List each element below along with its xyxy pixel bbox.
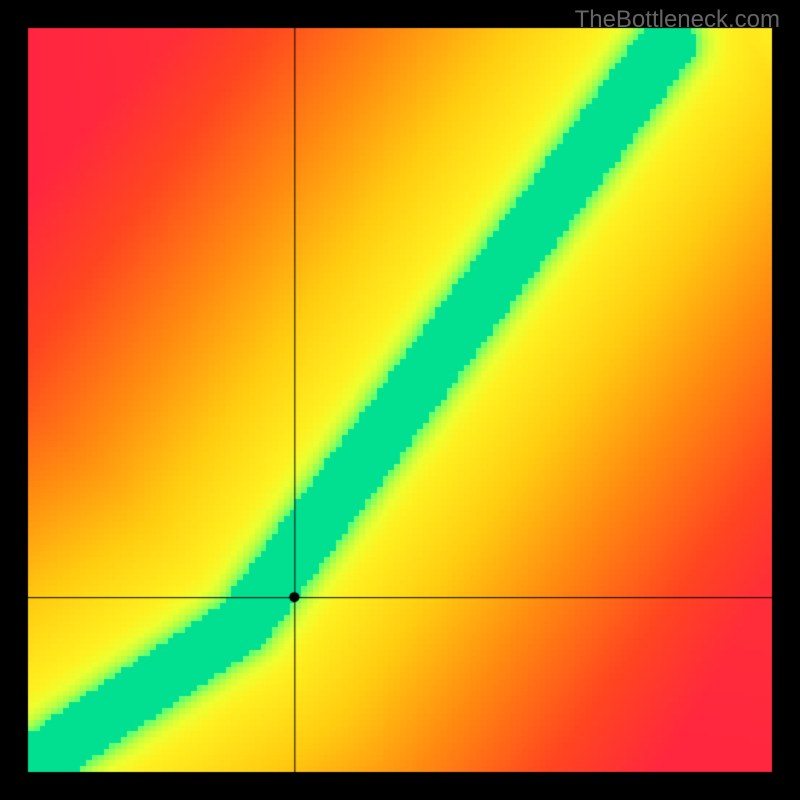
watermark-text: TheBottleneck.com (575, 6, 780, 34)
bottleneck-heatmap (0, 0, 800, 800)
